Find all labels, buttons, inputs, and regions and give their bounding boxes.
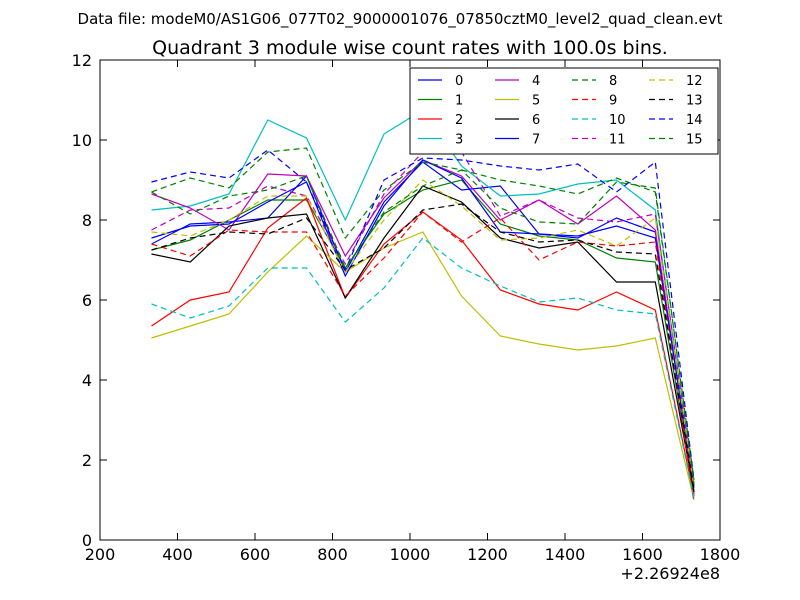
legend-label-8: 8 xyxy=(609,74,617,89)
legend-label-7: 7 xyxy=(532,133,540,148)
x-tick-label: 1200 xyxy=(467,545,508,564)
series-line-9 xyxy=(151,211,695,503)
series-line-13 xyxy=(151,203,695,491)
series-line-12 xyxy=(151,179,695,489)
x-tick-label: 400 xyxy=(162,545,193,564)
series-layer xyxy=(151,109,695,503)
x-tick-label: 1000 xyxy=(390,545,431,564)
legend-label-15: 15 xyxy=(686,133,703,148)
y-tick-label: 6 xyxy=(82,291,92,310)
y-tick-label: 10 xyxy=(72,131,92,150)
legend-label-13: 13 xyxy=(686,94,703,109)
y-tick-label: 12 xyxy=(72,51,92,70)
x-offset-label: +2.26924e8 xyxy=(620,564,720,583)
axes-layer: 200 400 600 800 1000 1200 1400 1600 180002468101… xyxy=(72,51,741,564)
legend-label-2: 2 xyxy=(455,113,463,128)
series-line-14 xyxy=(151,149,695,481)
x-tick-label: 1800 xyxy=(700,545,741,564)
legend-label-11: 11 xyxy=(609,133,626,148)
legend-label-1: 1 xyxy=(455,94,463,109)
series-line-8 xyxy=(151,147,695,481)
y-tick-label: 2 xyxy=(82,451,92,470)
series-line-0 xyxy=(151,161,695,489)
legend-label-3: 3 xyxy=(455,133,463,148)
series-line-10 xyxy=(151,237,695,499)
series-line-15 xyxy=(151,169,695,485)
data-file-suptitle: Data file: modeM0/AS1G06_077T02_90000010… xyxy=(78,10,723,29)
series-line-3 xyxy=(151,109,695,491)
legend-label-9: 9 xyxy=(609,94,617,109)
legend-label-10: 10 xyxy=(609,113,626,128)
y-tick-label: 0 xyxy=(82,531,92,550)
y-tick-label: 8 xyxy=(82,211,92,230)
legend-label-6: 6 xyxy=(532,113,540,128)
legend-label-14: 14 xyxy=(686,113,703,128)
series-line-1 xyxy=(151,179,695,493)
x-tick-label: 1400 xyxy=(545,545,586,564)
series-line-7 xyxy=(151,159,695,487)
chart-title: Quadrant 3 module wise count rates with … xyxy=(152,37,668,59)
legend-box xyxy=(409,67,719,155)
x-tick-label: 800 xyxy=(317,545,348,564)
series-line-5 xyxy=(151,231,695,501)
x-tick-label: 200 xyxy=(85,545,116,564)
y-tick-label: 4 xyxy=(82,371,92,390)
x-tick-label: 1600 xyxy=(622,545,663,564)
legend-label-0: 0 xyxy=(455,74,463,89)
legend-label-5: 5 xyxy=(532,94,540,109)
series-line-11 xyxy=(151,151,695,485)
x-tick-label: 600 xyxy=(240,545,271,564)
legend-label-12: 12 xyxy=(686,74,703,89)
legend-label-4: 4 xyxy=(532,74,540,89)
